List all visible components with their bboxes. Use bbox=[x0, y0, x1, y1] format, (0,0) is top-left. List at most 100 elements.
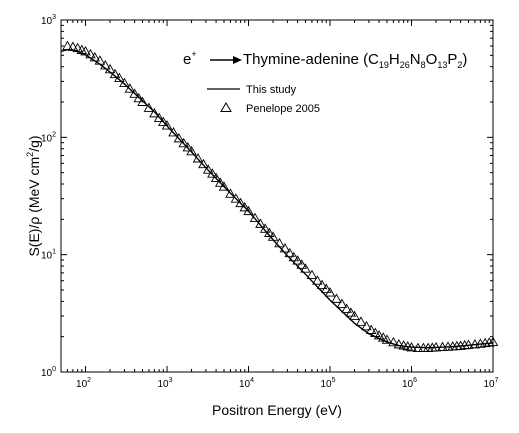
penelope-triangle-point bbox=[484, 337, 495, 347]
penelope-triangle-point bbox=[284, 247, 295, 258]
x-tick-label: 104 bbox=[239, 377, 254, 390]
penelope-triangle-point bbox=[85, 48, 96, 59]
penelope-triangle-point bbox=[321, 283, 332, 293]
x-tick-label: 103 bbox=[158, 377, 173, 390]
tick-labels: 102 103 104 105 106 107 100 101 102 103 bbox=[41, 14, 499, 390]
penelope-triangle-point bbox=[349, 310, 360, 320]
penelope-triangle-point bbox=[437, 341, 448, 352]
penelope-triangle-point bbox=[345, 307, 357, 317]
penelope-triangle-point bbox=[255, 218, 266, 228]
penelope-triangle-point bbox=[259, 223, 271, 233]
y-tick-label: 100 bbox=[41, 366, 56, 379]
penelope-triangle-point bbox=[89, 51, 101, 62]
penelope-triangle-point bbox=[100, 60, 111, 70]
penelope-triangle-point bbox=[198, 158, 209, 169]
penelope-triangle-point bbox=[182, 142, 194, 152]
penelope-triangle-point bbox=[62, 40, 73, 50]
penelope-triangle-point bbox=[129, 88, 140, 98]
penelope-triangle-point bbox=[264, 227, 275, 237]
penelope-triangle-point bbox=[249, 212, 261, 223]
annotation-arrow-head bbox=[233, 56, 242, 64]
penelope-triangle-point bbox=[341, 303, 352, 313]
x-axis-label: Positron Energy (eV) bbox=[212, 402, 342, 418]
penelope-triangle-point bbox=[149, 107, 160, 118]
penelope-triangle-point bbox=[412, 342, 424, 352]
penelope-triangle-point bbox=[119, 77, 130, 88]
penelope-triangle-point bbox=[306, 269, 318, 280]
x-tick-label: 106 bbox=[402, 377, 417, 390]
penelope-triangle-point bbox=[94, 55, 106, 65]
penelope-triangle-point bbox=[124, 83, 136, 93]
penelope-triangle-point bbox=[186, 145, 197, 156]
penelope-triangle-point bbox=[331, 293, 342, 303]
penelope-triangle-point bbox=[274, 237, 285, 248]
penelope-triangle-point bbox=[207, 168, 218, 178]
penelope-triangle-point bbox=[336, 298, 348, 308]
y-tick-label: 102 bbox=[41, 131, 56, 144]
plot-frame bbox=[60, 19, 494, 373]
penelope-triangle-point bbox=[430, 341, 442, 352]
annotation: e+ Thymine-adenine (C19H26N8O13P2) bbox=[183, 49, 467, 70]
penelope-triangle-point bbox=[80, 45, 91, 56]
penelope-triangle-point bbox=[192, 153, 204, 163]
penelope-triangle-point bbox=[214, 177, 226, 187]
penelope-triangle-point bbox=[370, 327, 381, 337]
penelope-triangle-point bbox=[173, 132, 185, 143]
penelope-triangle-point bbox=[288, 251, 300, 262]
legend-triangle-marker bbox=[220, 102, 232, 112]
penelope-triangle-point bbox=[455, 340, 466, 350]
penelope-triangle-point bbox=[487, 336, 499, 346]
legend-label-penelope: Penelope 2005 bbox=[246, 103, 320, 115]
penelope-triangle-point bbox=[243, 205, 254, 216]
penelope-triangle-point bbox=[225, 188, 236, 198]
x-tick-label: 105 bbox=[320, 377, 335, 390]
penelope-triangle-point bbox=[153, 112, 165, 122]
penelope-triangle-point bbox=[158, 116, 169, 126]
penelope-triangle-point bbox=[235, 197, 246, 208]
y-tick-label: 101 bbox=[41, 249, 56, 262]
penelope-triangle-point bbox=[72, 42, 83, 53]
penelope-triangle-point bbox=[463, 339, 474, 349]
series-penelope-2005 bbox=[62, 40, 499, 352]
svg-text:Thymine-adenine (C19H26N8O13P2: Thymine-adenine (C19H26N8O13P2) bbox=[243, 51, 467, 70]
penelope-triangle-point bbox=[365, 324, 377, 334]
penelope-triangle-point bbox=[133, 92, 145, 103]
penelope-triangle-point bbox=[230, 193, 242, 203]
x-tick-label: 102 bbox=[76, 377, 91, 390]
x-tick-label: 107 bbox=[483, 377, 498, 390]
penelope-triangle-point bbox=[292, 255, 303, 265]
penelope-triangle-point bbox=[316, 279, 328, 290]
penelope-triangle-point bbox=[300, 263, 311, 273]
penelope-triangle-point bbox=[168, 127, 179, 137]
penelope-triangle-point bbox=[373, 330, 385, 340]
penelope-triangle-point bbox=[67, 41, 79, 51]
penelope-triangle-point bbox=[161, 120, 173, 130]
penelope-triangle-point bbox=[388, 336, 399, 347]
penelope-triangle-point bbox=[469, 338, 481, 349]
penelope-triangle-point bbox=[324, 287, 336, 297]
penelope-triangle-point bbox=[202, 164, 214, 174]
penelope-triangle-point bbox=[361, 320, 372, 331]
penelope-triangle-point bbox=[312, 275, 323, 285]
legend-label-this-study: This study bbox=[246, 84, 297, 96]
penelope-triangle-point bbox=[406, 341, 417, 352]
penelope-triangle-point bbox=[296, 259, 308, 269]
penelope-triangle-point bbox=[137, 96, 148, 106]
penelope-triangle-point bbox=[210, 172, 222, 182]
penelope-triangle-point bbox=[267, 231, 279, 241]
y-tick-label: 103 bbox=[41, 14, 56, 27]
penelope-triangle-point bbox=[381, 334, 393, 344]
penelope-triangle-point bbox=[355, 316, 367, 326]
penelope-triangle-point bbox=[393, 338, 405, 349]
penelope-triangle-point bbox=[143, 102, 155, 112]
penelope-triangle-point bbox=[479, 337, 491, 348]
penelope-triangle-point bbox=[239, 201, 251, 212]
penelope-triangle-point bbox=[104, 63, 116, 74]
penelope-triangle-point bbox=[218, 181, 230, 191]
y-axis-label: S(E)/ρ (MeV cm2/g) bbox=[25, 135, 42, 256]
penelope-triangle-point bbox=[114, 72, 125, 83]
svg-text:e+: e+ bbox=[183, 49, 197, 68]
legend: This study Penelope 2005 bbox=[207, 84, 320, 115]
penelope-triangle-point bbox=[109, 68, 121, 79]
